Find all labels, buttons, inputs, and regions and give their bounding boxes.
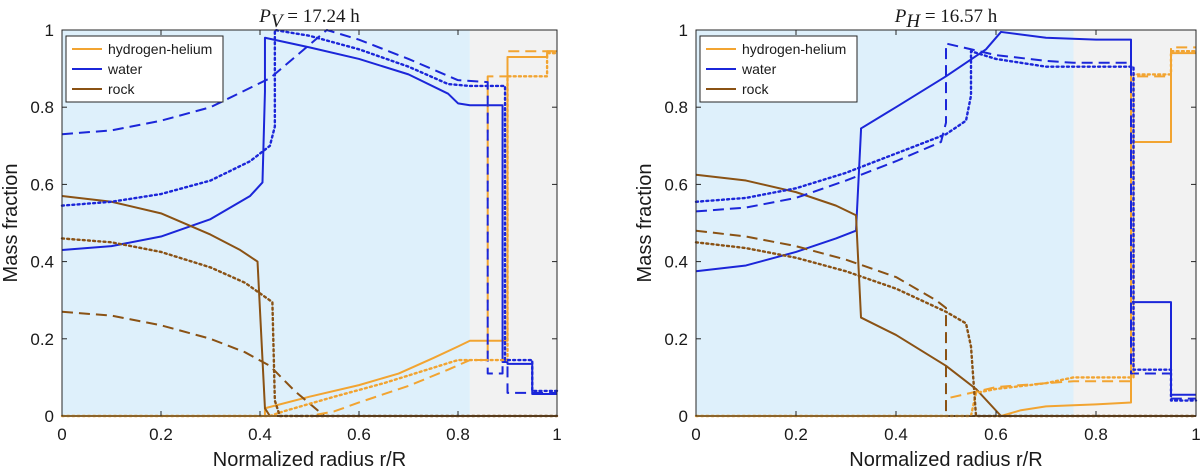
x-tick-label: 0.8 (446, 425, 470, 444)
series-line (695, 42, 1196, 400)
legend-label: hydrogen-helium (742, 41, 846, 57)
x-tick-label: 1 (1191, 425, 1200, 444)
x-tick-label: 0.2 (784, 425, 808, 444)
title-value: = 17.24 h (283, 6, 361, 27)
series-line (694, 50, 1198, 418)
shaded-region (469, 30, 557, 416)
series-line (61, 29, 557, 394)
y-tick-label: 1 (45, 21, 54, 40)
x-axis-label: Normalized radius r/R (849, 449, 1042, 471)
y-tick-label: 0 (679, 407, 688, 426)
series-line (60, 28, 559, 393)
chart-title: PV = 17.24 h (258, 6, 360, 32)
y-tick-label: 1 (679, 21, 688, 40)
legend-label: water (741, 61, 777, 77)
series-line (695, 30, 1196, 396)
series-line (60, 237, 559, 418)
x-tick-label: 0.2 (149, 425, 173, 444)
legend-label: rock (108, 81, 135, 97)
title-symbol: P (894, 6, 907, 27)
x-tick-label: 0.4 (248, 425, 272, 444)
y-tick-label: 0.4 (30, 253, 54, 272)
legend: hydrogen-helium water rock (65, 35, 224, 103)
series-line (61, 36, 557, 395)
title-value: = 16.57 h (920, 6, 998, 27)
axes-box (695, 29, 1197, 417)
x-tick-label: 0.6 (347, 425, 371, 444)
y-tick-label: 0.2 (664, 330, 688, 349)
y-tick-label: 0.2 (30, 330, 54, 349)
series-line (61, 194, 557, 417)
legend-label: hydrogen-helium (108, 41, 212, 57)
series-line (695, 173, 1196, 417)
series-line (60, 51, 559, 418)
y-axis-label: Mass fraction (634, 164, 656, 283)
shaded-region (1073, 30, 1196, 416)
y-tick-label: 0.4 (664, 253, 688, 272)
y-tick-label: 0.6 (664, 175, 688, 194)
legend-label: rock (742, 81, 769, 97)
series-line (694, 50, 1198, 402)
x-tick-label: 0 (57, 425, 66, 444)
chart-title: PH = 16.57 h (894, 6, 998, 32)
series-line (694, 241, 1198, 418)
y-tick-label: 0.8 (664, 98, 688, 117)
y-tick-label: 0.6 (30, 175, 54, 194)
x-tick-label: 0 (691, 425, 700, 444)
series-line (61, 310, 557, 417)
title-subscript: V (271, 11, 285, 32)
legend: hydrogen-helium water rock (699, 35, 858, 103)
x-tick-label: 1 (552, 425, 561, 444)
x-tick-label: 0.4 (884, 425, 908, 444)
x-tick-label: 0.8 (1084, 425, 1108, 444)
title-symbol: P (258, 6, 271, 27)
axes-box (61, 29, 558, 417)
series-line (62, 50, 557, 417)
x-tick-label: 0.6 (984, 425, 1008, 444)
panel-1: 0 0.2 0.4 0.6 0.8 1 0 0.2 0.4 0.6 0.8 1 Normalized r… (0, 6, 562, 471)
x-axis-label: Normalized radius r/R (213, 449, 406, 471)
series-line (695, 229, 1196, 417)
series-line (696, 52, 1196, 417)
y-axis-label: Mass fraction (0, 164, 22, 283)
title-subscript: H (905, 11, 921, 32)
legend-label: water (107, 61, 143, 77)
panel-2: 0 0.2 0.4 0.6 0.8 1 0 0.2 0.4 0.6 0.8 1 Normalized r… (634, 6, 1200, 471)
y-tick-label: 0.8 (30, 98, 54, 117)
y-tick-label: 0 (45, 407, 54, 426)
